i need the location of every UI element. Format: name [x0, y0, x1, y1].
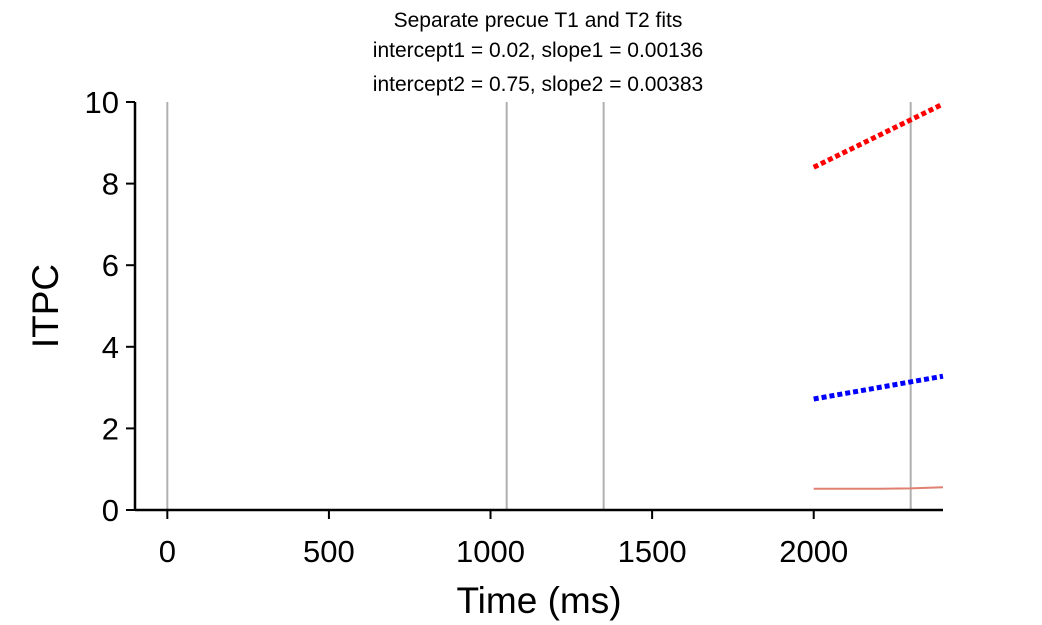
- x-ticks: 0 500 1000 1500 2000: [159, 510, 848, 569]
- x-tick-label-2: 1000: [456, 534, 525, 569]
- data-series: [812, 101, 945, 490]
- axes: [133, 102, 943, 512]
- y-tick-label-4: 8: [102, 167, 119, 202]
- title-line-3: intercept2 = 0.75, slope2 = 0.00383: [373, 73, 703, 96]
- x-tick-label-0: 0: [159, 534, 176, 569]
- y-tick-label-5: 10: [85, 85, 119, 120]
- series-line-1: [813, 373, 944, 402]
- title-line-2: intercept1 = 0.02, slope1 = 0.00136: [373, 39, 703, 62]
- series-line-0: [812, 101, 945, 170]
- y-tick-label-0: 0: [102, 493, 119, 528]
- y-tick-label-3: 6: [102, 248, 119, 283]
- title-line-1: Separate precue T1 and T2 fits: [394, 9, 683, 32]
- y-ticks: 0 2 4 6 8 10: [85, 85, 135, 528]
- y-tick-label-1: 2: [102, 411, 119, 446]
- series-line-2: [813, 486, 944, 490]
- y-tick-label-2: 4: [102, 330, 119, 365]
- chart-title: Separate precue T1 and T2 fits intercept…: [373, 9, 703, 96]
- y-axis-label: ITPC: [25, 264, 66, 348]
- event-markers: [166, 102, 912, 510]
- x-axis-label: Time (ms): [456, 580, 621, 621]
- x-tick-label-1: 500: [303, 534, 355, 569]
- x-tick-label-3: 1500: [618, 534, 687, 569]
- x-tick-label-4: 2000: [779, 534, 848, 569]
